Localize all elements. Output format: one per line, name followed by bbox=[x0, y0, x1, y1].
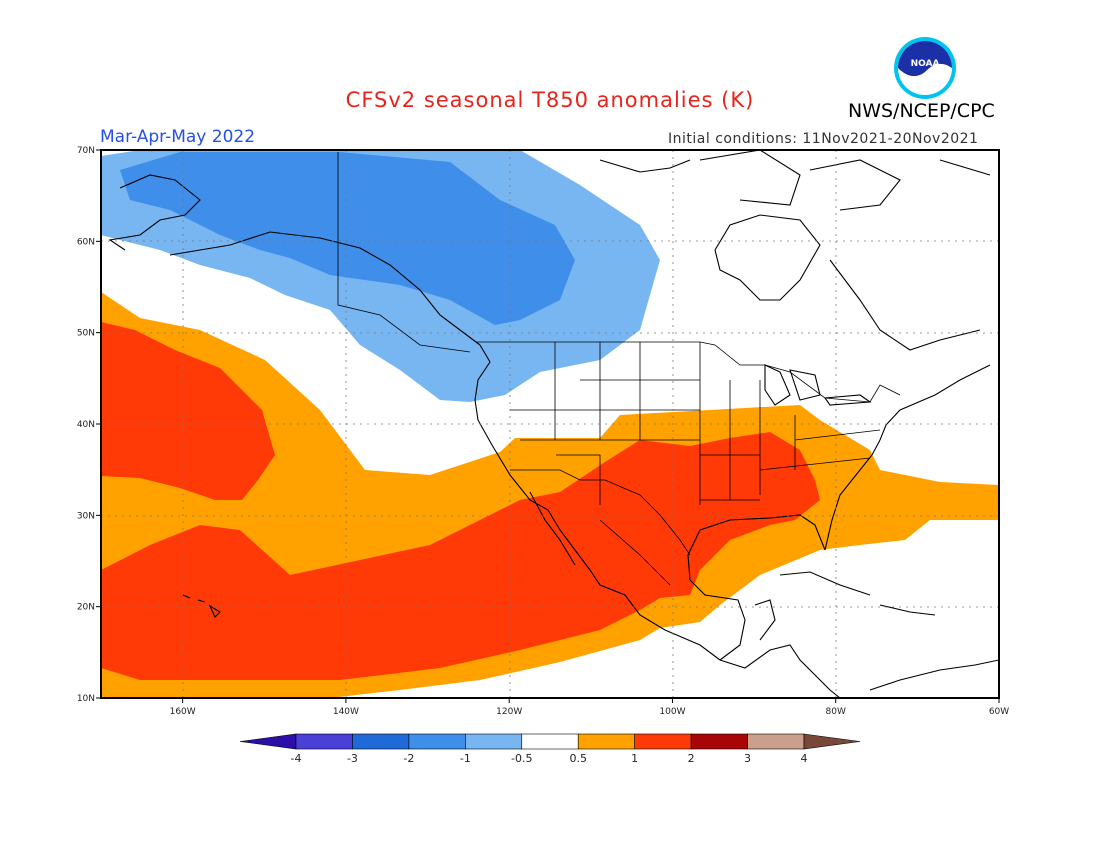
lat-tick-label: 30N bbox=[77, 511, 95, 521]
legend-label: -0.5 bbox=[511, 752, 532, 765]
lon-tick-label: 160W bbox=[170, 707, 196, 717]
anomaly-region-blue bbox=[120, 152, 575, 325]
anomaly-region-red-north bbox=[101, 322, 275, 500]
legend-swatch bbox=[352, 733, 410, 750]
lon-tick-label: 140W bbox=[333, 707, 359, 717]
lat-tick-label: 10N bbox=[77, 694, 95, 704]
legend-swatch bbox=[465, 733, 523, 750]
longitude-ticks: 160W 140W 120W 100W 80W 60W bbox=[170, 698, 1009, 717]
legend-label: 4 bbox=[801, 752, 808, 765]
legend-label: -3 bbox=[347, 752, 358, 765]
legend-swatch bbox=[577, 733, 635, 750]
latitude-ticks: 70N 60N 50N 40N 30N 20N 10N bbox=[77, 146, 101, 704]
lon-tick-label: 60W bbox=[989, 707, 1009, 717]
agency-label: NWS/NCEP/CPC bbox=[848, 100, 995, 122]
legend-swatch bbox=[690, 733, 748, 750]
legend-swatch bbox=[295, 733, 353, 750]
legend-label: 2 bbox=[688, 752, 695, 765]
lat-tick-label: 50N bbox=[77, 329, 95, 339]
initial-conditions-label: Initial conditions: 11Nov2021-20Nov2021 bbox=[668, 131, 979, 147]
logo-text: NOAA bbox=[911, 59, 940, 69]
legend-swatch-low-end bbox=[239, 733, 297, 750]
political-borders bbox=[337, 152, 901, 586]
legend-swatch bbox=[634, 733, 692, 750]
anomaly-region-red-band bbox=[101, 432, 820, 680]
lat-tick-label: 20N bbox=[77, 603, 95, 613]
legend-label: -2 bbox=[403, 752, 414, 765]
legend-swatch bbox=[747, 733, 805, 750]
legend-label: 3 bbox=[744, 752, 751, 765]
legend-label: 0.5 bbox=[569, 752, 587, 765]
legend-swatch-high-end bbox=[803, 733, 861, 750]
lat-tick-label: 60N bbox=[77, 237, 95, 247]
legend-swatch bbox=[408, 733, 466, 750]
lon-tick-label: 80W bbox=[826, 707, 846, 717]
color-legend: -4 -3 -2 -1 -0.5 0.5 1 2 3 4 bbox=[239, 733, 861, 765]
legend-label: -1 bbox=[460, 752, 471, 765]
map-title: CFSv2 seasonal T850 anomalies (K) bbox=[345, 88, 755, 112]
lon-tick-label: 120W bbox=[496, 707, 522, 717]
season-label: Mar-Apr-May 2022 bbox=[100, 127, 256, 147]
graticule bbox=[101, 150, 999, 698]
legend-label: -4 bbox=[291, 752, 302, 765]
noaa-logo: NOAA bbox=[894, 37, 956, 99]
lat-tick-label: 70N bbox=[77, 146, 95, 156]
legend-label: 1 bbox=[631, 752, 638, 765]
lat-tick-label: 40N bbox=[77, 420, 95, 430]
lon-tick-label: 100W bbox=[659, 707, 685, 717]
legend-swatch bbox=[521, 733, 579, 750]
